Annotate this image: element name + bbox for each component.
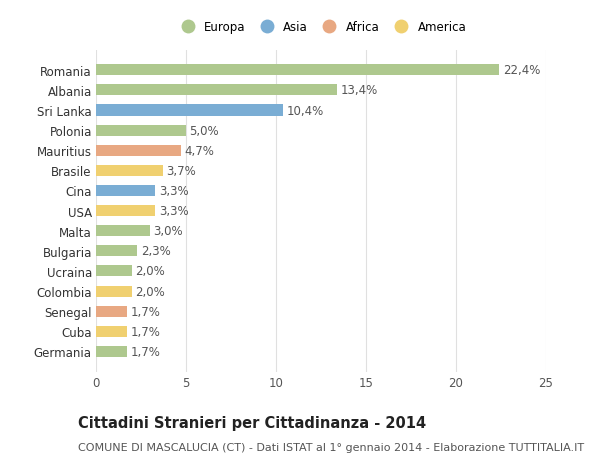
Bar [96, 306, 127, 317]
Text: 10,4%: 10,4% [287, 104, 324, 117]
Bar [96, 286, 132, 297]
Bar [96, 65, 499, 76]
Bar [96, 206, 155, 217]
Text: 1,7%: 1,7% [130, 305, 160, 318]
Text: 22,4%: 22,4% [503, 64, 540, 77]
Bar [96, 226, 150, 237]
Text: 3,3%: 3,3% [159, 185, 188, 197]
Text: 3,0%: 3,0% [154, 225, 183, 238]
Legend: Europa, Asia, Africa, America: Europa, Asia, Africa, America [176, 21, 466, 34]
Text: COMUNE DI MASCALUCIA (CT) - Dati ISTAT al 1° gennaio 2014 - Elaborazione TUTTITA: COMUNE DI MASCALUCIA (CT) - Dati ISTAT a… [78, 442, 584, 452]
Text: 2,0%: 2,0% [136, 265, 166, 278]
Text: 2,0%: 2,0% [136, 285, 166, 298]
Bar [96, 105, 283, 116]
Text: 4,7%: 4,7% [184, 145, 214, 157]
Bar [96, 125, 186, 136]
Bar [96, 266, 132, 277]
Text: 2,3%: 2,3% [141, 245, 171, 258]
Bar [96, 246, 137, 257]
Text: Cittadini Stranieri per Cittadinanza - 2014: Cittadini Stranieri per Cittadinanza - 2… [78, 415, 426, 431]
Text: 3,7%: 3,7% [166, 164, 196, 178]
Text: 13,4%: 13,4% [341, 84, 378, 97]
Text: 1,7%: 1,7% [130, 325, 160, 338]
Text: 3,3%: 3,3% [159, 205, 188, 218]
Bar [96, 85, 337, 96]
Text: 1,7%: 1,7% [130, 345, 160, 358]
Text: 5,0%: 5,0% [190, 124, 219, 137]
Bar [96, 185, 155, 196]
Bar [96, 346, 127, 357]
Bar [96, 146, 181, 157]
Bar [96, 165, 163, 177]
Bar [96, 326, 127, 337]
